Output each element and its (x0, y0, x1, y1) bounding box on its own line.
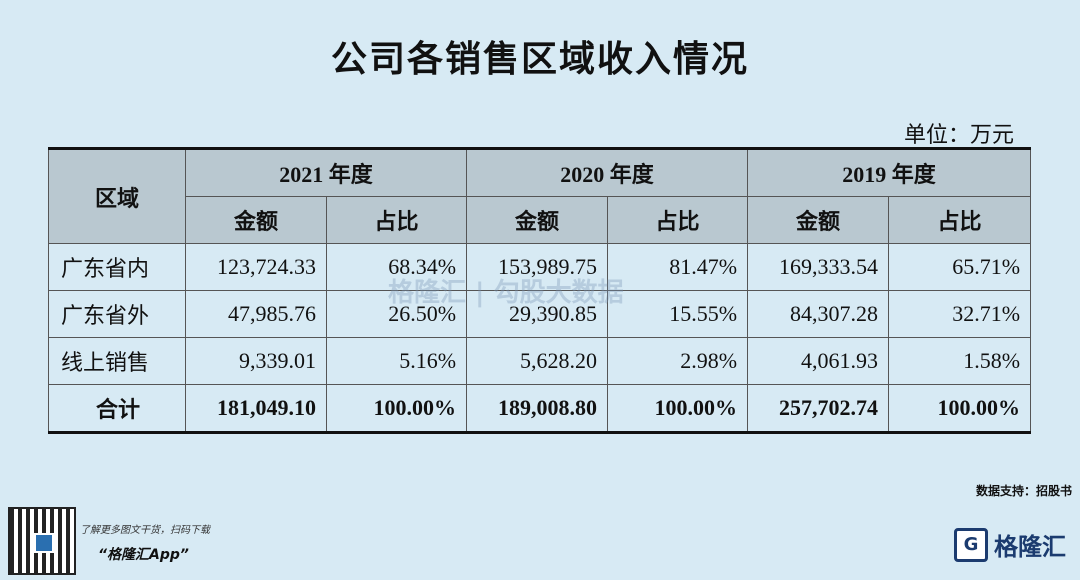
header-area: 区域 (48, 148, 186, 244)
total-label: 合计 (48, 384, 186, 434)
share-cell: 65.71% (888, 243, 1032, 291)
qr-logo-icon (34, 533, 54, 553)
qr-code[interactable] (8, 507, 76, 575)
unit-label: 单位：万元 (903, 123, 1014, 148)
table-row: 线上销售 9,339.01 5.16% 5,628.20 2.98% 4,061… (48, 337, 1032, 385)
total-share-cell: 100.00% (607, 384, 749, 434)
region-cell: 广东省外 (48, 290, 186, 338)
amount-cell: 9,339.01 (185, 337, 327, 385)
table-row: 广东省内 123,724.33 68.34% 153,989.75 81.47%… (48, 243, 1032, 291)
amount-cell: 169,333.54 (747, 243, 890, 291)
amount-cell: 4,061.93 (747, 337, 890, 385)
source-note: 数据支持：招股书 (975, 484, 1072, 498)
share-cell: 2.98% (607, 337, 749, 385)
page-title: 公司各销售区域收入情况 (330, 39, 749, 80)
share-cell: 32.71% (888, 290, 1032, 338)
share-cell: 81.47% (607, 243, 749, 291)
total-row: 合计 181,049.10 100.00% 189,008.80 100.00%… (48, 384, 1032, 434)
amount-cell: 5,628.20 (466, 337, 609, 385)
promo-app-name: “格隆汇App” (98, 547, 189, 563)
brand-logo: G 格隆汇 (954, 527, 1066, 562)
amount-cell: 84,307.28 (747, 290, 890, 338)
table-row: 广东省外 47,985.76 26.50% 29,390.85 15.55% 8… (48, 290, 1032, 338)
region-cell: 线上销售 (48, 337, 186, 385)
total-amount-cell: 257,702.74 (747, 384, 890, 434)
revenue-table: 区域 2021 年度 2020 年度 2019 年度 金额 占比 金额 占比 金… (48, 147, 1032, 434)
total-share-cell: 100.00% (325, 384, 468, 434)
subheader-share: 占比 (888, 196, 1032, 244)
amount-cell: 123,724.33 (185, 243, 327, 291)
header-year-2021: 2021 年度 (184, 148, 468, 197)
subheader-amount: 金额 (747, 196, 890, 244)
share-cell: 5.16% (325, 337, 468, 385)
total-share-cell: 100.00% (888, 384, 1032, 434)
amount-cell: 47,985.76 (185, 290, 327, 338)
brand-name: 格隆汇 (994, 533, 1066, 561)
amount-cell: 29,390.85 (466, 290, 609, 338)
subheader-amount: 金额 (466, 196, 609, 244)
subheader-share: 占比 (607, 196, 749, 244)
brand-mark-icon: G (954, 527, 988, 562)
region-cell: 广东省内 (48, 243, 186, 291)
share-cell: 15.55% (607, 290, 749, 338)
share-cell: 68.34% (325, 243, 468, 291)
share-cell: 1.58% (888, 337, 1032, 385)
total-amount-cell: 189,008.80 (466, 384, 609, 434)
total-amount-cell: 181,049.10 (185, 384, 327, 434)
amount-cell: 153,989.75 (466, 243, 609, 291)
header-year-2019: 2019 年度 (747, 148, 1032, 197)
subheader-share: 占比 (325, 196, 468, 244)
promo-text: 了解更多图文干货，扫码下载 (80, 525, 210, 536)
share-cell: 26.50% (325, 290, 468, 338)
subheader-amount: 金额 (185, 196, 327, 244)
header-year-2020: 2020 年度 (466, 148, 749, 197)
